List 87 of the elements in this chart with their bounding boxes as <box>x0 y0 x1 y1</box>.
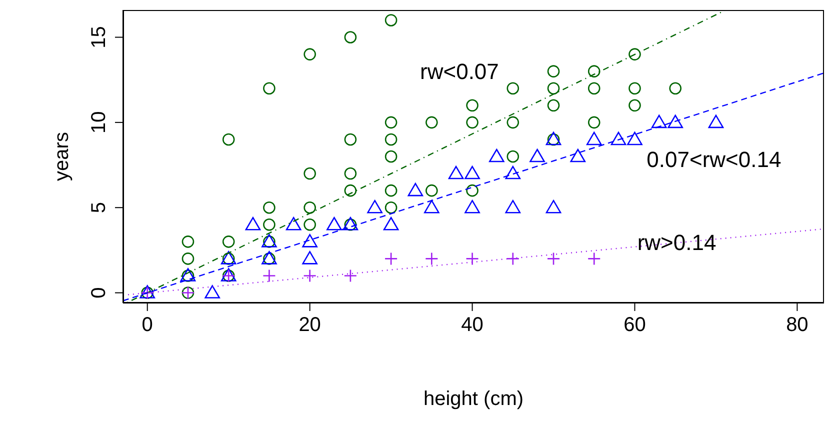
point <box>466 116 478 129</box>
point <box>425 252 438 266</box>
x-tick-label: 0 <box>142 314 153 336</box>
point <box>466 99 478 112</box>
point <box>408 182 424 196</box>
point <box>586 132 602 146</box>
point <box>506 252 520 266</box>
point <box>384 252 398 266</box>
point <box>668 114 683 128</box>
point <box>303 269 316 282</box>
point <box>628 48 641 60</box>
point <box>344 133 357 146</box>
point <box>530 148 545 162</box>
point <box>384 150 398 163</box>
point <box>384 133 398 146</box>
annotation: rw>0.14 <box>637 230 716 256</box>
x-tick-label: 20 <box>298 314 321 336</box>
point <box>506 82 520 95</box>
point <box>627 132 642 146</box>
point <box>384 14 398 26</box>
point <box>383 216 399 230</box>
point <box>344 184 357 197</box>
point <box>466 184 478 197</box>
point <box>326 216 342 230</box>
point <box>426 184 438 197</box>
y-tick-label: 10 <box>88 111 110 134</box>
point <box>344 269 358 282</box>
point <box>424 200 440 214</box>
point <box>384 184 398 197</box>
point <box>628 82 641 95</box>
point <box>588 116 600 129</box>
point <box>669 82 682 95</box>
point <box>344 167 357 180</box>
point <box>588 82 600 95</box>
point <box>546 252 560 266</box>
y-tick-label: 5 <box>88 202 110 214</box>
point <box>610 132 626 146</box>
y-tick-label: 0 <box>88 287 110 298</box>
x-tick-label: 40 <box>461 314 484 336</box>
point <box>263 218 276 231</box>
point <box>651 114 667 128</box>
point <box>304 201 316 214</box>
x-axis-title: height (cm) <box>423 388 524 410</box>
point <box>263 201 276 214</box>
x-tick-label: 80 <box>786 314 808 336</box>
y-axis-title: years <box>51 132 74 181</box>
point <box>464 166 480 180</box>
point <box>182 252 194 265</box>
point <box>222 133 235 146</box>
point <box>304 48 316 60</box>
point <box>384 201 398 214</box>
point <box>182 236 194 248</box>
point <box>505 200 521 214</box>
point <box>304 218 316 231</box>
annotation: rw<0.07 <box>420 58 499 85</box>
point <box>245 216 261 230</box>
annotation: 0.07<rw<0.14 <box>646 147 782 174</box>
point <box>587 252 601 266</box>
point <box>547 99 560 112</box>
point <box>466 252 479 266</box>
point <box>546 200 562 214</box>
x-tick-label: 60 <box>624 314 646 336</box>
point <box>344 31 357 44</box>
y-tick-label: 15 <box>88 26 110 48</box>
point <box>547 82 560 95</box>
point <box>570 148 586 162</box>
point <box>302 234 318 248</box>
point <box>588 65 600 78</box>
point <box>464 200 480 214</box>
point <box>426 116 438 129</box>
point <box>304 167 316 180</box>
point <box>628 99 641 112</box>
point <box>547 65 560 78</box>
point <box>262 269 276 282</box>
point <box>708 114 724 128</box>
point <box>302 251 318 264</box>
point <box>204 285 220 298</box>
point <box>448 166 464 180</box>
point <box>286 216 302 230</box>
point <box>263 82 276 95</box>
point <box>506 116 520 129</box>
point <box>367 200 382 214</box>
point <box>489 148 504 162</box>
point <box>506 150 520 163</box>
point <box>384 116 398 129</box>
point <box>505 166 521 180</box>
point <box>222 236 235 248</box>
